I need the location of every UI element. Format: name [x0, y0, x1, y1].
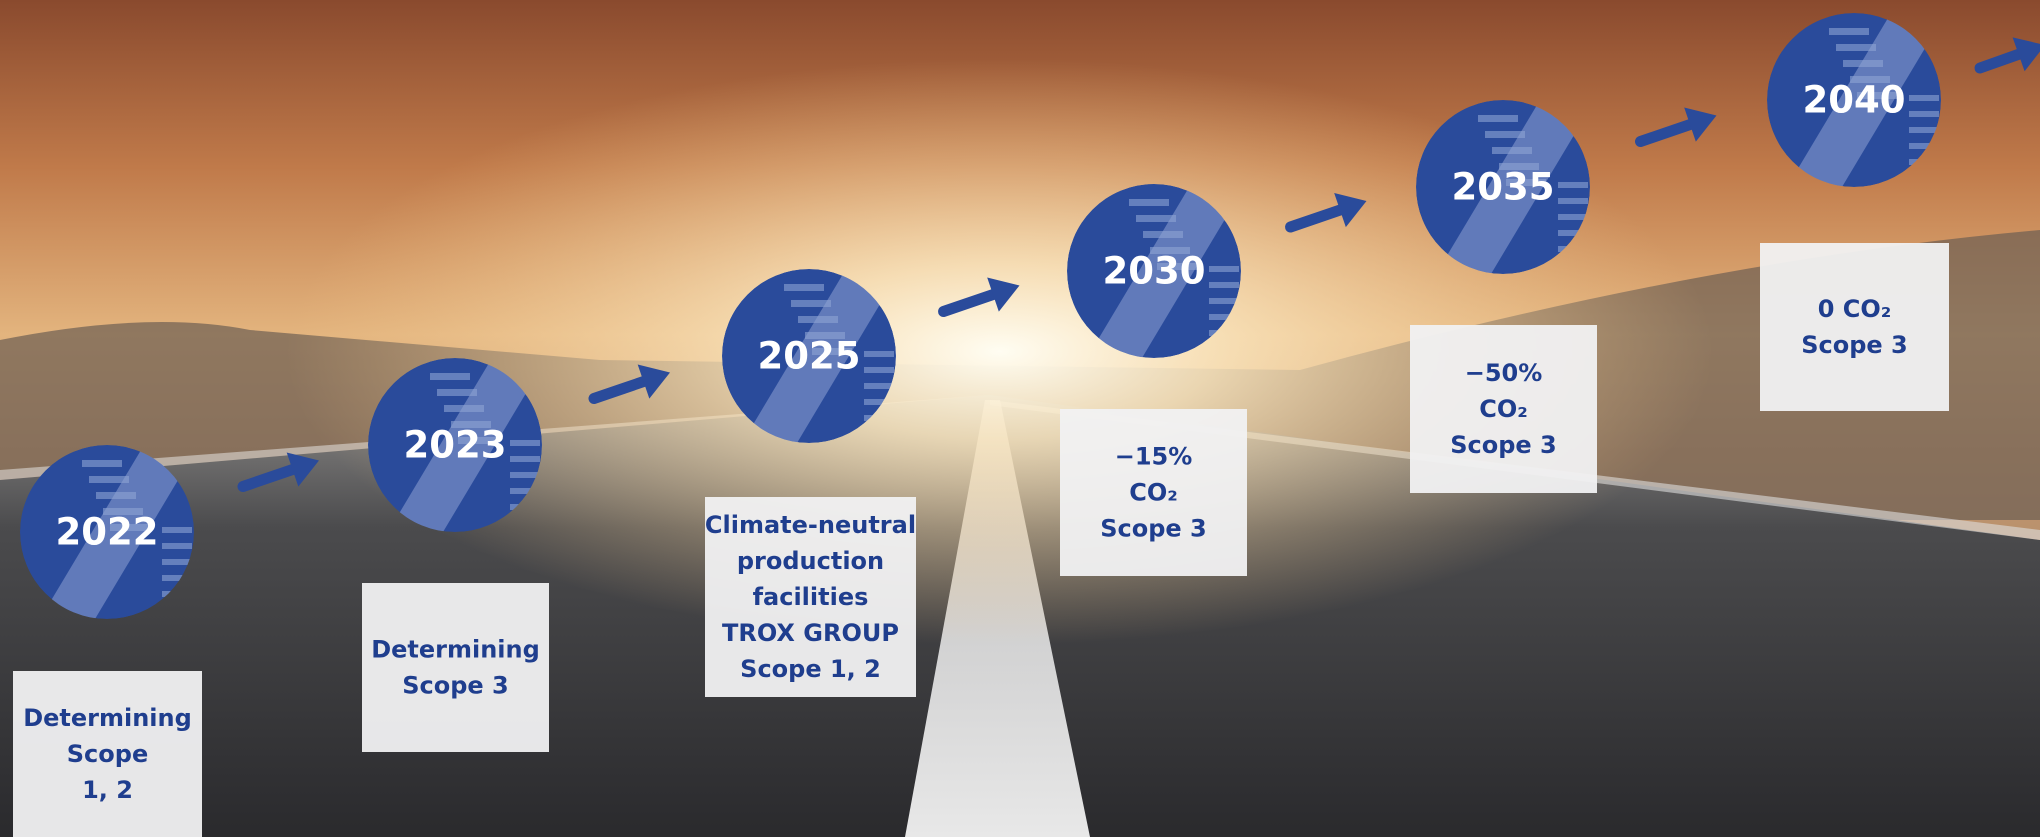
year-label: 2035 — [1452, 166, 1555, 209]
milestone-text: facilities — [753, 583, 869, 611]
badge-stripe — [430, 373, 470, 380]
year-label: 2025 — [758, 335, 861, 378]
badge-stripe — [96, 492, 136, 499]
badge-stripe — [1209, 266, 1239, 272]
badge-stripe — [791, 300, 831, 307]
badge-stripe — [1909, 127, 1939, 133]
badge-stripe — [798, 316, 838, 323]
badge-stripe — [1209, 282, 1239, 288]
badge-stripe — [162, 559, 192, 565]
milestone-text: CO₂ — [1129, 479, 1178, 507]
milestone-text: Determining — [23, 704, 192, 732]
sun-glow — [0, 0, 2040, 837]
badge-stripe — [784, 284, 824, 291]
milestone-text: −50% — [1465, 359, 1543, 387]
badge-stripe — [1558, 214, 1588, 220]
milestone-text: Scope 1, 2 — [740, 655, 881, 683]
badge-stripe — [1558, 198, 1588, 204]
badge-stripe — [1909, 95, 1939, 101]
badge-stripe — [510, 456, 540, 462]
milestone-text: 1, 2 — [82, 776, 133, 804]
milestone-text: CO₂ — [1479, 395, 1528, 423]
milestone-text: Scope — [67, 740, 148, 768]
milestone-text: Climate-neutral — [705, 511, 916, 539]
badge-stripe — [1485, 131, 1525, 138]
badge-stripe — [1829, 28, 1869, 35]
milestone-text: 0 CO₂ — [1818, 295, 1892, 323]
badge-stripe — [437, 389, 477, 396]
badge-stripe — [89, 476, 129, 483]
roadmap: Determining Scope 1, 2 2022 Determining Scope… — [0, 0, 2040, 837]
badge-stripe — [864, 351, 894, 357]
milestone-text: TROX GROUP — [722, 619, 899, 647]
milestone-text: −15% — [1115, 443, 1193, 471]
badge-stripe — [1492, 147, 1532, 154]
badge-stripe — [162, 543, 192, 549]
badge-stripe — [1129, 199, 1169, 206]
badge-stripe — [864, 367, 894, 373]
badge-stripe — [1558, 182, 1588, 188]
badge-stripe — [82, 460, 122, 467]
badge-stripe — [1136, 215, 1176, 222]
milestone-text: Determining — [371, 636, 540, 664]
year-label: 2030 — [1103, 250, 1206, 293]
badge-stripe — [864, 383, 894, 389]
milestone-text: Scope 3 — [1801, 331, 1908, 359]
year-label: 2040 — [1803, 79, 1906, 122]
badge-stripe — [1143, 231, 1183, 238]
badge-stripe — [444, 405, 484, 412]
badge-stripe — [1843, 60, 1883, 67]
year-label: 2023 — [404, 424, 507, 467]
badge-stripe — [162, 527, 192, 533]
milestone-box — [1760, 243, 1949, 411]
year-label: 2022 — [56, 511, 159, 554]
badge-stripe — [1909, 111, 1939, 117]
milestone-text: Scope 3 — [1450, 431, 1557, 459]
badge-stripe — [510, 440, 540, 446]
milestone-text: Scope 3 — [1100, 515, 1207, 543]
milestone-box — [362, 583, 549, 752]
milestone-text: production — [737, 547, 884, 575]
badge-stripe — [1209, 298, 1239, 304]
badge-stripe — [510, 472, 540, 478]
milestone-text: Scope 3 — [402, 672, 509, 700]
badge-stripe — [1478, 115, 1518, 122]
badge-stripe — [1836, 44, 1876, 51]
